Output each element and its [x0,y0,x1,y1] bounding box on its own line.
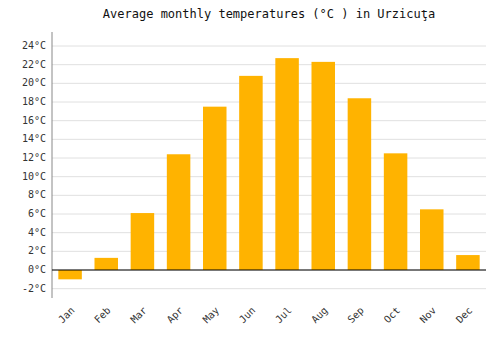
y-tick-label: 2°C [28,245,46,256]
x-tick-label: Nov [418,305,439,326]
y-tick-label: 10°C [22,171,46,182]
grid-line [52,176,486,177]
zero-line [52,270,486,271]
grid-line [52,64,486,65]
y-tick-label: 22°C [22,59,46,70]
bar [420,209,444,270]
grid-line [52,139,486,140]
y-axis: -2°C 0°C 2°C 4°C 6°C 8°C 10°C 12°C 14°C 16°C 18°C 2… [22,32,52,298]
x-tick-label: Sep [345,305,366,326]
bar [456,255,480,270]
x-tick-label: Jun [237,305,258,326]
x-tick-label: Jul [273,305,294,326]
x-tick-label: Aug [309,305,330,326]
bar [131,213,155,270]
y-axis-line [52,32,53,298]
bar [239,76,263,270]
bar [311,62,335,270]
y-tick-label: 6°C [28,208,46,219]
bars [58,58,479,279]
x-axis: Jan Feb Mar Apr May Jun Jul Aug Sep Oct Nov Dec [56,305,474,326]
y-tick-label: 4°C [28,227,46,238]
y-tick-label: 14°C [22,133,46,144]
grid-line [52,270,486,271]
x-tick-label: Feb [92,305,113,326]
grid-line [52,102,486,103]
y-tick-label: -2°C [22,283,46,294]
grid-line [52,83,486,84]
y-tick-label: 20°C [22,77,46,88]
y-tick-label: 12°C [22,152,46,163]
y-tick-label: 0°C [28,264,46,275]
x-tick-label: Jan [56,305,77,326]
grid-line [52,158,486,159]
bar [58,270,82,279]
grid-line [52,120,486,121]
bar [94,258,118,270]
title: Average monthly temperatures (°C ) in Ur… [103,7,435,21]
y-tick-label: 16°C [22,115,46,126]
grid [52,46,486,289]
bar [348,98,372,270]
x-tick-label: May [201,305,222,326]
grid-line [52,195,486,196]
bar [384,153,408,270]
bar [167,154,191,270]
grid-line [52,46,486,47]
x-tick-label: Apr [165,305,186,326]
bar [203,107,227,270]
bar [275,58,299,270]
x-tick-label: Mar [128,305,149,326]
y-tick-label: 8°C [28,189,46,200]
y-tick-label: 24°C [22,40,46,51]
x-tick-label: Dec [454,305,475,326]
x-tick-label: Oct [382,305,403,326]
chart: -2°C 0°C 2°C 4°C 6°C 8°C 10°C 12°C 14°C 16°C 18°C 2… [0,0,500,350]
grid-line [52,288,486,289]
y-tick-label: 18°C [22,96,46,107]
